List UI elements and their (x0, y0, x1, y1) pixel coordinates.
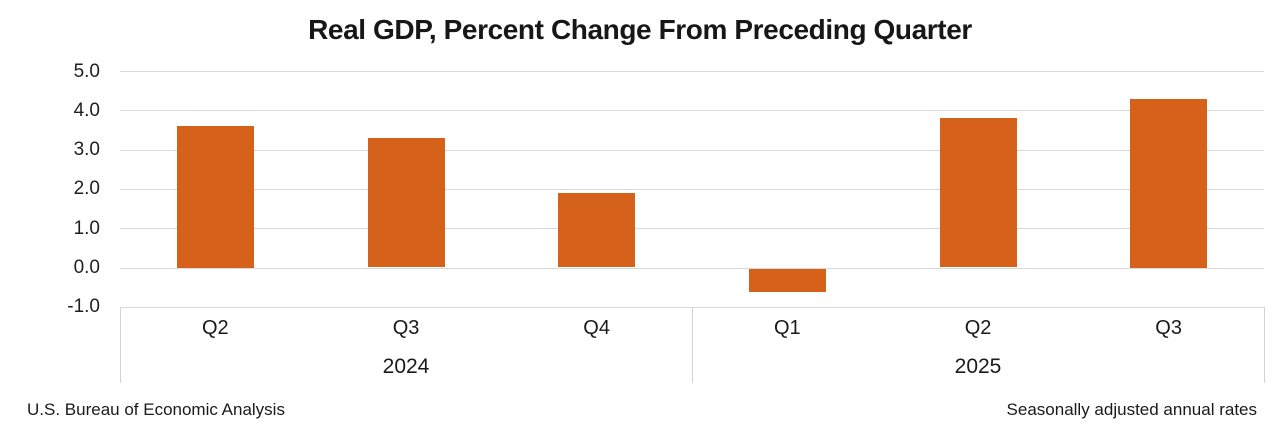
x-axis-quarter-label: Q3 (392, 317, 420, 339)
y-axis-tick-label: 2.0 (73, 178, 100, 200)
x-axis-quarter-label: Q2 (964, 317, 992, 339)
gridline-2.0 (120, 188, 1264, 190)
axis-divider (120, 306, 121, 383)
y-axis-tick-label: 5.0 (73, 60, 100, 82)
chart-title: Real GDP, Percent Change From Preceding … (308, 14, 972, 45)
source-note: U.S. Bureau of Economic Analysis (27, 400, 285, 419)
gridline-1.0 (120, 228, 1264, 230)
bar-2024-q4 (558, 192, 636, 268)
x-axis-year-label: 2024 (382, 355, 430, 378)
y-axis-tick-label: 1.0 (73, 217, 100, 239)
bar-2025-q2 (939, 118, 1017, 268)
bar-2024-q3 (367, 137, 445, 268)
bar-2025-q3 (1130, 98, 1208, 268)
gridline-0.0 (120, 267, 1264, 269)
y-axis-tick-label: -1.0 (67, 296, 100, 318)
bar-2024-q2 (176, 126, 254, 268)
x-axis-quarter-label: Q3 (1155, 317, 1182, 339)
bar-2025-q1 (748, 268, 826, 293)
x-axis-year-label: 2025 (954, 355, 1002, 378)
y-axis-tick-label: 0.0 (73, 257, 100, 278)
gridline-5.0 (120, 71, 1264, 72)
x-axis-quarter-label: Q2 (202, 317, 229, 339)
axis-divider (692, 306, 693, 383)
axis-divider (1264, 306, 1265, 383)
y-axis-tick-label: 3.0 (73, 139, 100, 161)
gridline-4.0 (120, 110, 1264, 112)
y-axis-tick-label: 4.0 (73, 99, 100, 121)
adjustment-note: Seasonally adjusted annual rates (1006, 400, 1257, 419)
x-axis-quarter-label: Q1 (774, 317, 801, 339)
gridline-3.0 (120, 149, 1264, 151)
x-axis-quarter-label: Q4 (583, 317, 610, 339)
